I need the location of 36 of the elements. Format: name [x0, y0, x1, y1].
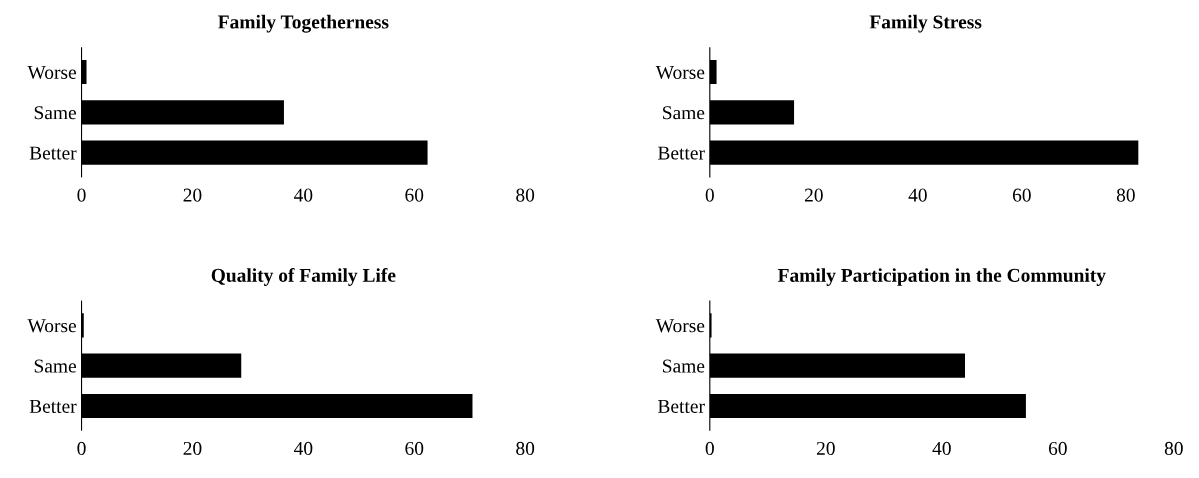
x-tick-label: 80 [516, 188, 535, 202]
x-tick-label: 80 [516, 441, 535, 455]
y-tick-label: Same [663, 106, 705, 120]
x-tick-label: 20 [804, 188, 823, 202]
chart-title: Family Stress [869, 14, 982, 33]
x-tick-label: 20 [183, 188, 202, 202]
y-tick-label: Same [663, 359, 705, 373]
y-tick-label: Better [657, 400, 705, 413]
y-tick-label: Worse [655, 66, 705, 80]
y-tick-label: Same [34, 106, 76, 120]
x-tick-label: 60 [405, 188, 424, 202]
x-tick-label: 40 [932, 441, 951, 455]
chart-title: Quality of Family Life [211, 268, 396, 286]
x-tick-label: 0 [77, 441, 86, 455]
x-tick-label: 40 [908, 188, 927, 202]
x-tick-label: 80 [1116, 188, 1135, 202]
y-tick-label: Worse [27, 66, 76, 80]
x-tick-label: 20 [816, 441, 835, 455]
x-tick-label: 40 [294, 441, 313, 455]
y-tick-label: Worse [655, 319, 705, 333]
x-tick-label: 20 [183, 441, 202, 455]
x-tick-label: 60 [1012, 188, 1031, 202]
x-tick-label: 0 [705, 441, 714, 455]
y-tick-label: Worse [27, 319, 76, 333]
x-tick-label: 60 [1048, 441, 1067, 455]
y-tick-label: Better [29, 146, 77, 160]
y-tick-label: Better [657, 146, 705, 160]
y-tick-label: Better [29, 400, 77, 413]
x-tick-label: 60 [405, 441, 424, 455]
y-tick-label: Same [34, 359, 76, 373]
x-tick-label: 0 [77, 188, 86, 202]
x-tick-label: 0 [705, 188, 714, 202]
chart-title: Family Togetherness [218, 14, 389, 33]
x-tick-label: 80 [1164, 441, 1183, 455]
x-tick-label: 40 [294, 188, 313, 202]
chart-title: Family Participation in the Community [777, 268, 1106, 286]
